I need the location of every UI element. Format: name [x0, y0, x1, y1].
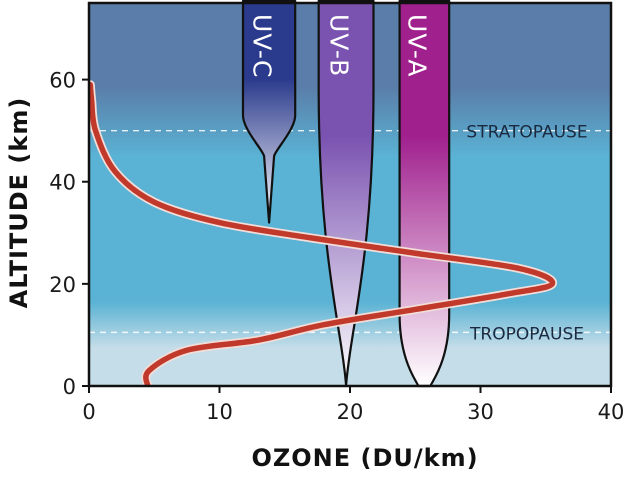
y-axis-title: ALTITUDE (km)	[5, 97, 33, 309]
axes: 0 10 20 30 40 0 20 40 60	[49, 69, 624, 424]
y-tick-label: 20	[49, 273, 76, 297]
y-tick-label: 40	[49, 171, 76, 195]
reference-label-stratopause: STRATOPAUSE	[466, 123, 587, 143]
x-tick-label: 10	[206, 400, 233, 424]
ozone-curve	[89, 80, 557, 386]
x-tick-label: 40	[598, 400, 625, 424]
y-tick-label: 60	[49, 69, 76, 93]
uv-band-label-uv-c: UV-C	[247, 14, 276, 78]
uv-bands: UV-C UV-B UV-A	[241, 0, 451, 388]
uv-band-label-uv-b: UV-B	[324, 14, 353, 77]
x-tick-label: 30	[467, 400, 494, 424]
reference-lines: STRATOPAUSE TROPOPAUSE	[89, 123, 611, 344]
uv-band-uv-c	[241, 0, 297, 224]
y-tick-label: 0	[63, 375, 76, 399]
x-axis-title: OZONE (DU/km)	[251, 444, 478, 472]
reference-label-tropopause: TROPOPAUSE	[469, 324, 584, 344]
ozone-curve-line	[89, 81, 556, 386]
x-tick-label: 20	[337, 400, 364, 424]
x-tick-label: 0	[82, 400, 95, 424]
uv-band-label-uv-a: UV-A	[403, 14, 432, 78]
